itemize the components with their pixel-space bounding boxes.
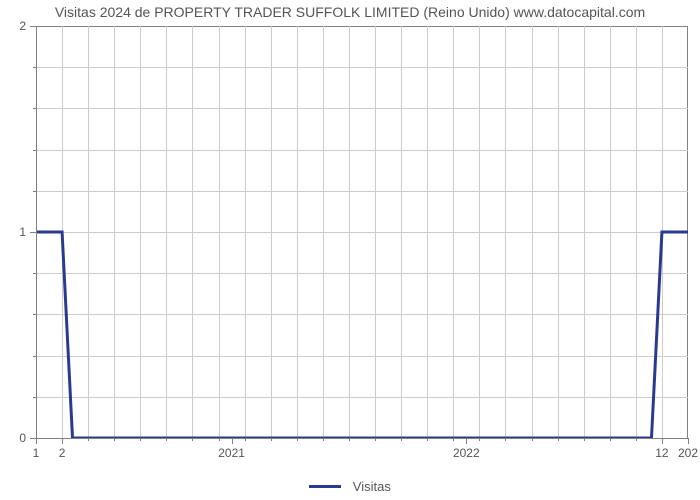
x-minor-tick-mark (636, 438, 637, 441)
x-minor-tick-mark (140, 438, 141, 441)
grid-line-h (36, 67, 688, 68)
grid-line-h (36, 273, 688, 274)
x-tick-mark (36, 438, 37, 444)
x-minor-tick-mark (271, 438, 272, 441)
x-axis-line (36, 438, 688, 439)
x-minor-tick-mark (323, 438, 324, 441)
grid-line-h (36, 397, 688, 398)
legend: Visitas (0, 478, 700, 494)
x-minor-tick-mark (453, 438, 454, 441)
x-tick-mark (62, 438, 63, 444)
x-minor-tick-mark (532, 438, 533, 441)
grid-line-h (36, 150, 688, 151)
x-minor-tick-mark (219, 438, 220, 441)
y-minor-tick-mark (33, 356, 36, 357)
x-minor-tick-mark (505, 438, 506, 441)
x-tick-mark (232, 438, 233, 444)
x-tick-label: 2021 (218, 446, 245, 460)
x-tick-label: 1 (33, 446, 40, 460)
x-minor-tick-mark (584, 438, 585, 441)
y-minor-tick-mark (33, 150, 36, 151)
x-minor-tick-mark (427, 438, 428, 441)
x-minor-tick-mark (297, 438, 298, 441)
grid-line-h (36, 232, 688, 233)
x-tick-label: 2022 (453, 446, 480, 460)
grid-line-h (36, 314, 688, 315)
x-tick-mark (466, 438, 467, 444)
y-tick-label: 0 (0, 431, 26, 445)
x-minor-tick-mark (401, 438, 402, 441)
y-tick-mark (30, 232, 36, 233)
x-minor-tick-mark (88, 438, 89, 441)
y-minor-tick-mark (33, 314, 36, 315)
legend-label: Visitas (353, 479, 391, 494)
y-minor-tick-mark (33, 108, 36, 109)
y-minor-tick-mark (33, 191, 36, 192)
x-minor-tick-mark (375, 438, 376, 441)
y-minor-tick-mark (33, 397, 36, 398)
y-tick-label: 2 (0, 19, 26, 33)
visits-chart: Visitas 2024 de PROPERTY TRADER SUFFOLK … (0, 0, 700, 500)
x-minor-tick-mark (245, 438, 246, 441)
y-axis-line (36, 26, 37, 438)
x-minor-tick-mark (558, 438, 559, 441)
x-minor-tick-mark (479, 438, 480, 441)
x-tick-label: 202 (678, 446, 698, 460)
y-minor-tick-mark (33, 273, 36, 274)
y-tick-label: 1 (0, 225, 26, 239)
x-tick-mark (662, 438, 663, 444)
grid-line-h (36, 191, 688, 192)
x-minor-tick-mark (166, 438, 167, 441)
y-minor-tick-mark (33, 67, 36, 68)
y-tick-mark (30, 26, 36, 27)
x-minor-tick-mark (349, 438, 350, 441)
legend-swatch (309, 485, 341, 488)
x-tick-label: 12 (655, 446, 668, 460)
x-minor-tick-mark (192, 438, 193, 441)
plot-area (36, 26, 688, 438)
chart-title: Visitas 2024 de PROPERTY TRADER SUFFOLK … (0, 4, 700, 20)
plot-border-top (36, 26, 688, 27)
x-tick-mark (688, 438, 689, 444)
grid-line-h (36, 356, 688, 357)
series-polyline (36, 232, 688, 438)
x-tick-label: 2 (59, 446, 66, 460)
x-minor-tick-mark (114, 438, 115, 441)
grid-line-h (36, 108, 688, 109)
x-minor-tick-mark (610, 438, 611, 441)
